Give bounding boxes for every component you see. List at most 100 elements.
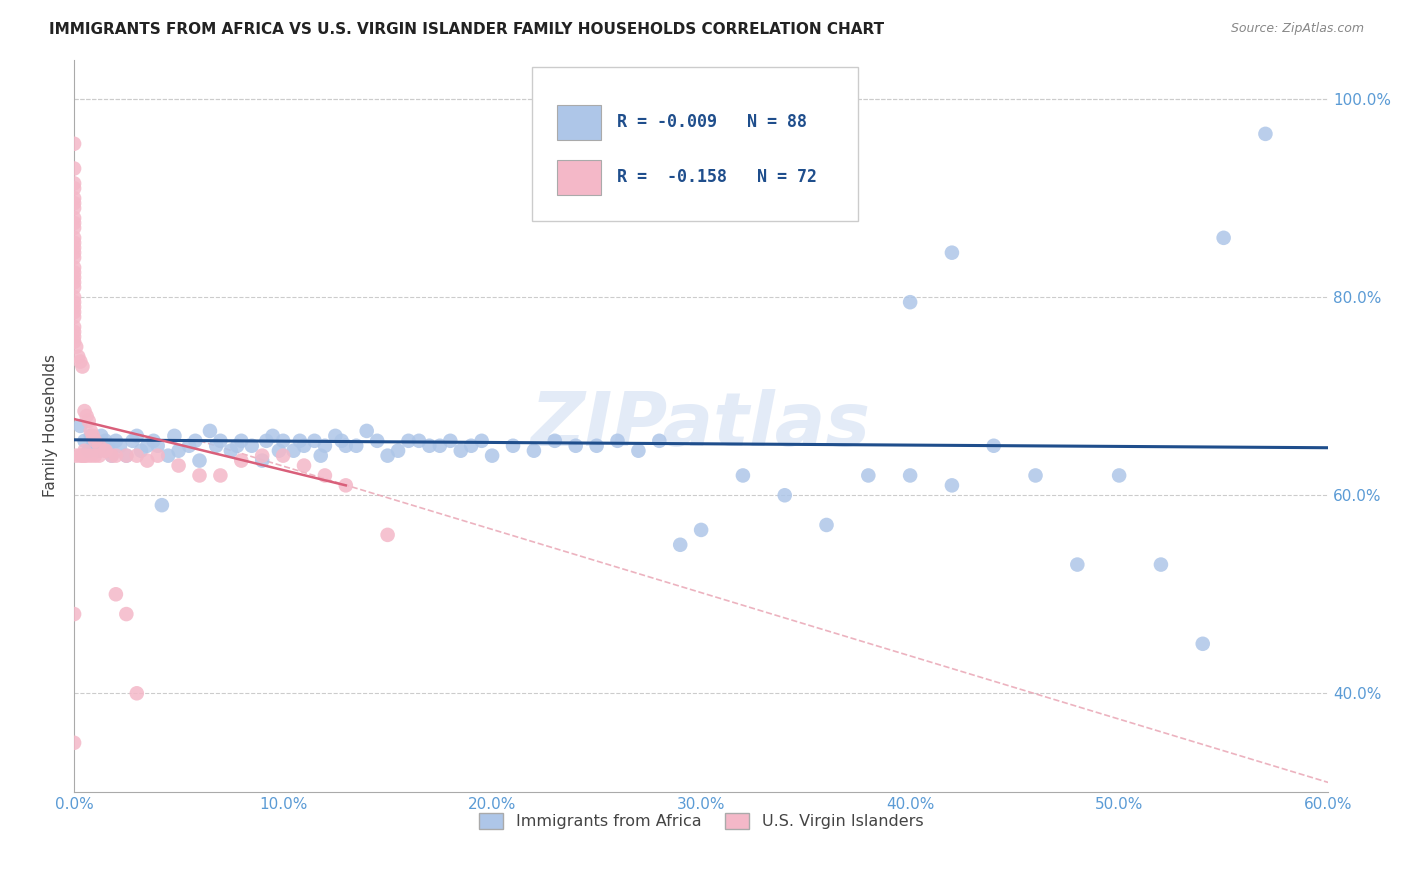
Point bbox=[250, 453, 273, 467]
Point bbox=[77, 443, 100, 458]
Point bbox=[63, 235, 86, 250]
Point bbox=[1066, 558, 1088, 572]
Point bbox=[188, 468, 211, 483]
Point bbox=[1254, 127, 1277, 141]
Point bbox=[150, 498, 173, 512]
Point bbox=[690, 523, 713, 537]
Point bbox=[82, 429, 104, 443]
Point bbox=[80, 429, 103, 443]
Point bbox=[125, 686, 148, 700]
Point bbox=[815, 518, 838, 533]
Point bbox=[146, 449, 169, 463]
Point bbox=[69, 354, 91, 368]
Point bbox=[69, 449, 91, 463]
Point bbox=[115, 449, 138, 463]
Point bbox=[115, 449, 138, 463]
Point bbox=[292, 439, 315, 453]
Text: IMMIGRANTS FROM AFRICA VS U.S. VIRGIN ISLANDER FAMILY HOUSEHOLDS CORRELATION CHA: IMMIGRANTS FROM AFRICA VS U.S. VIRGIN IS… bbox=[49, 22, 884, 37]
Point bbox=[84, 449, 107, 463]
Point bbox=[271, 449, 294, 463]
Point bbox=[63, 260, 86, 275]
Point bbox=[63, 305, 86, 319]
Point bbox=[89, 443, 111, 458]
Point bbox=[387, 443, 409, 458]
Point bbox=[100, 449, 122, 463]
Point bbox=[523, 443, 546, 458]
Point bbox=[142, 434, 165, 448]
Point bbox=[898, 468, 921, 483]
Point bbox=[398, 434, 420, 448]
Point bbox=[67, 350, 90, 364]
Point bbox=[288, 434, 311, 448]
Point bbox=[502, 439, 524, 453]
Bar bbox=[557, 160, 600, 195]
Point bbox=[292, 458, 315, 473]
Point bbox=[564, 439, 586, 453]
Point bbox=[167, 458, 190, 473]
Point bbox=[167, 443, 190, 458]
Point bbox=[335, 478, 357, 492]
Point bbox=[63, 241, 86, 255]
Point bbox=[63, 295, 86, 310]
Point bbox=[254, 434, 277, 448]
Point bbox=[356, 424, 378, 438]
Text: R =  -0.158   N = 72: R = -0.158 N = 72 bbox=[617, 168, 817, 186]
Point bbox=[205, 439, 228, 453]
Point bbox=[63, 161, 86, 176]
Point bbox=[377, 449, 399, 463]
Point bbox=[129, 443, 152, 458]
Point bbox=[65, 340, 87, 354]
Point bbox=[240, 439, 263, 453]
Point bbox=[63, 181, 86, 195]
Legend: Immigrants from Africa, U.S. Virgin Islanders: Immigrants from Africa, U.S. Virgin Isla… bbox=[472, 806, 929, 836]
Point bbox=[63, 221, 86, 235]
Point bbox=[104, 449, 127, 463]
Point bbox=[63, 177, 86, 191]
Point bbox=[157, 449, 180, 463]
Point bbox=[627, 443, 650, 458]
Point bbox=[63, 280, 86, 294]
Point bbox=[76, 449, 98, 463]
Point bbox=[63, 211, 86, 225]
Point bbox=[1108, 468, 1130, 483]
Point bbox=[73, 404, 96, 418]
Point bbox=[63, 231, 86, 245]
Point bbox=[63, 276, 86, 290]
Point bbox=[898, 295, 921, 310]
Point bbox=[115, 607, 138, 621]
Point bbox=[731, 468, 754, 483]
Point bbox=[648, 434, 671, 448]
Point bbox=[983, 439, 1005, 453]
Point bbox=[63, 191, 86, 205]
Point bbox=[314, 439, 336, 453]
Point bbox=[471, 434, 494, 448]
Point bbox=[283, 443, 305, 458]
Point bbox=[325, 429, 347, 443]
Point bbox=[330, 434, 353, 448]
Point bbox=[63, 216, 86, 230]
Point bbox=[377, 528, 399, 542]
Point bbox=[63, 607, 86, 621]
Point bbox=[89, 439, 111, 453]
Point bbox=[96, 439, 118, 453]
Point bbox=[104, 434, 127, 448]
Point bbox=[136, 439, 159, 453]
Point bbox=[267, 443, 290, 458]
Point bbox=[125, 449, 148, 463]
Point bbox=[209, 434, 232, 448]
Point bbox=[1150, 558, 1173, 572]
Point bbox=[63, 201, 86, 215]
Point bbox=[146, 439, 169, 453]
Point bbox=[366, 434, 388, 448]
Point bbox=[314, 468, 336, 483]
Point bbox=[108, 439, 131, 453]
Bar bbox=[557, 105, 600, 140]
Point bbox=[544, 434, 567, 448]
Point bbox=[858, 468, 880, 483]
Point bbox=[177, 439, 200, 453]
Point bbox=[669, 538, 692, 552]
Point bbox=[63, 330, 86, 344]
Point bbox=[80, 449, 103, 463]
Point bbox=[84, 434, 107, 448]
Point bbox=[460, 439, 482, 453]
